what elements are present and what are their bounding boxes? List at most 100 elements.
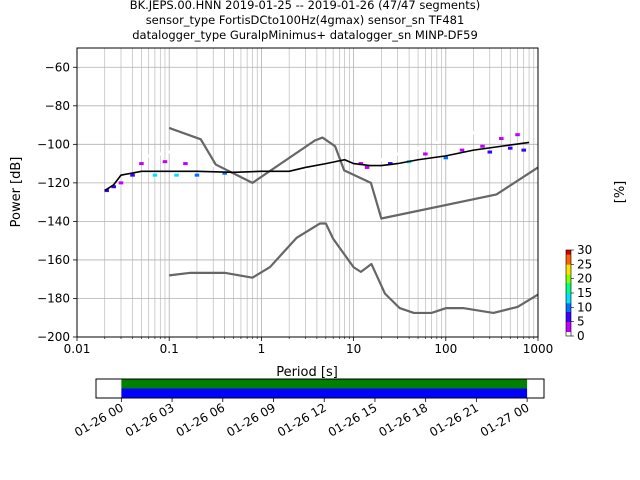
plot-frame xyxy=(76,47,539,338)
colorbar-segment xyxy=(566,301,571,304)
x-tick-label: 0.1 xyxy=(160,342,179,356)
colorbar-segment xyxy=(566,333,571,335)
noise-model-nlnm xyxy=(169,222,539,315)
pdf-cell xyxy=(118,181,124,185)
timeline-tick-label: 01-26 21 xyxy=(427,400,481,439)
timeline-bar xyxy=(121,379,528,389)
pdf-cell xyxy=(459,148,465,152)
colorbar-segment xyxy=(566,317,571,320)
colorbar-segment xyxy=(566,324,571,327)
colorbar-segment xyxy=(566,250,571,252)
pdf-cell xyxy=(177,152,182,156)
colorbar-segment xyxy=(566,308,571,311)
x-tick-label: 1000 xyxy=(523,342,554,356)
pdf-cell xyxy=(507,146,513,150)
colorbar-segment xyxy=(566,261,571,264)
pdf-cell xyxy=(521,148,526,152)
x-tick-label: 100 xyxy=(434,342,457,356)
x-axis-label: Period [s] xyxy=(276,365,338,380)
timeline-tick-label: 01-26 03 xyxy=(123,400,177,439)
pdf-cell xyxy=(157,152,163,156)
timeline-tick-label: 01-26 18 xyxy=(376,400,430,439)
colorbar-segment xyxy=(566,288,571,291)
colorbar-segment xyxy=(566,320,571,322)
colorbar-segment xyxy=(566,284,571,287)
colorbar-segment xyxy=(566,294,571,297)
colorbar-segment xyxy=(566,305,571,308)
colorbar-segment xyxy=(566,293,571,295)
x-tick-label: 0.01 xyxy=(64,342,91,356)
pdf-cell xyxy=(198,158,204,162)
pdf-cell xyxy=(388,162,393,166)
colorbar-segment xyxy=(566,325,571,328)
x-tick-label: 10 xyxy=(346,342,361,356)
colorbar-segment xyxy=(566,265,571,268)
colorbar-segment xyxy=(566,282,571,285)
colorbar-segment xyxy=(566,281,571,284)
colorbar-segment xyxy=(566,321,571,324)
pdf-cell xyxy=(303,167,308,171)
pdf-cell xyxy=(487,150,493,154)
pdf-cell xyxy=(434,140,440,144)
colorbar-segment xyxy=(566,285,571,288)
noise-model-curves xyxy=(168,126,539,315)
pdf-cell xyxy=(174,173,179,177)
pdf-cell xyxy=(188,154,193,158)
median-curve xyxy=(104,141,530,192)
y-tick-label: −180 xyxy=(37,291,70,305)
pdf-cell xyxy=(146,154,152,158)
pdf-cell xyxy=(111,185,116,189)
colorbar-segment xyxy=(566,290,571,292)
pdf-cell xyxy=(423,152,428,156)
pdf-cell xyxy=(152,173,158,177)
pdf-cell xyxy=(104,189,109,193)
colorbar-segment xyxy=(566,298,571,301)
pdf-cell xyxy=(379,158,384,162)
pdf-cell xyxy=(499,137,504,141)
colorbar-tick-label: 30 xyxy=(577,243,592,257)
pdf-cell xyxy=(210,164,216,168)
pdf-cell xyxy=(194,173,200,177)
timeline-frame xyxy=(95,378,545,399)
y-tick-label: −80 xyxy=(45,99,70,113)
colorbar-segment xyxy=(566,272,571,275)
timeline-tick-label: 01-26 12 xyxy=(275,400,329,439)
colorbar-segment xyxy=(566,262,571,265)
timeline-tick-label: 01-26 00 xyxy=(72,400,126,439)
pdf-cell xyxy=(471,131,476,135)
timeline-tick-label: 01-26 09 xyxy=(224,400,278,439)
colorbar-segment xyxy=(566,271,571,274)
colorbar-segment xyxy=(566,252,571,255)
colorbar-segment xyxy=(566,303,571,305)
colorbar-tick-label: 10 xyxy=(577,300,592,314)
pdf-cell xyxy=(518,113,524,117)
y-tick-label: −200 xyxy=(37,330,70,344)
colorbar-segment xyxy=(566,315,571,318)
colorbar-tick-label: 15 xyxy=(577,286,592,300)
colorbar-segment xyxy=(566,258,571,261)
noise-model-nhnm xyxy=(168,126,539,220)
colorbar-segment xyxy=(566,270,571,272)
colorbar-tick-label: 20 xyxy=(577,272,592,286)
pdf-cell xyxy=(511,119,517,123)
colorbar-segment xyxy=(566,278,571,281)
colorbar-segment xyxy=(566,251,571,254)
pdf-cell xyxy=(358,162,364,166)
y-axis-ticks: −60 −80 −100 −120 −140 −160 −180 −200 xyxy=(37,60,77,344)
colorbar-segment xyxy=(566,291,571,294)
colorbar-segment xyxy=(566,255,571,258)
pdf-cell xyxy=(222,171,227,175)
colorbar-segment xyxy=(566,307,571,310)
pdf-cell xyxy=(493,125,499,129)
colorbar-tick-label: 25 xyxy=(577,257,592,271)
colorbar-segment xyxy=(566,275,571,278)
y-tick-label: −60 xyxy=(45,60,70,74)
chart-title-line2: sensor_type FortisDCto100Hz(4gmax) senso… xyxy=(146,13,465,27)
pdf-cell xyxy=(139,162,144,166)
pdf-cell xyxy=(183,162,188,166)
chart-title-line1: BK.JEPS.00.HNN 2019-01-25 -- 2019-01-26 … xyxy=(130,0,481,12)
pdf-cell xyxy=(275,171,280,175)
colorbar-tick-label: 5 xyxy=(577,315,585,329)
colorbar-segment xyxy=(566,295,571,298)
pdf-cell xyxy=(395,152,400,156)
